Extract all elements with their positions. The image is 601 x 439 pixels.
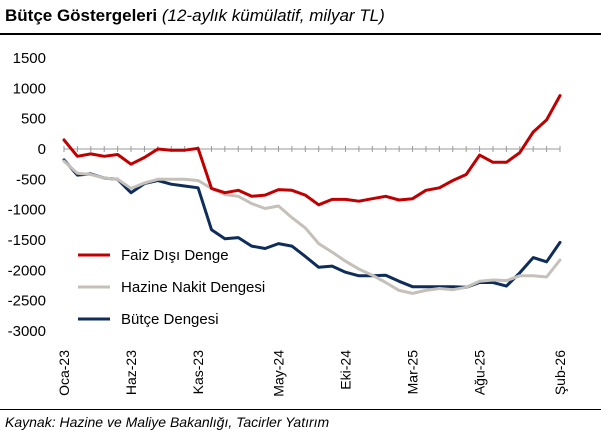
y-tick-label: 0 [38, 141, 46, 158]
x-tick-label: Oca-23 [56, 350, 72, 396]
x-tick-label: Haz-23 [123, 350, 139, 395]
x-tick-label: May-24 [270, 350, 286, 397]
y-tick-label: -1000 [8, 202, 46, 219]
legend-label: Bütçe Dengesi [121, 311, 219, 328]
line-chart: 1500 1000 500 0 -500 -1000 -1500 -2000 -2500 -300… [8, 50, 568, 397]
y-tick-label: -500 [16, 171, 46, 188]
x-tick-label: Eki-24 [338, 350, 354, 390]
y-tick-label: 1000 [13, 80, 46, 97]
y-tick-label: -2000 [8, 262, 46, 279]
title-divider [0, 33, 601, 35]
legend-label: Faiz Dışı Denge [121, 247, 229, 264]
legend-label: Hazine Nakit Dengesi [121, 279, 265, 296]
y-tick-label: -1500 [8, 232, 46, 249]
axes: 1500 1000 500 0 -500 -1000 -1500 -2000 -2500 -300… [8, 50, 568, 397]
x-tick-label: Mar-25 [405, 350, 421, 395]
series-line-1 [62, 94, 562, 207]
x-tick-label: Şub-26 [552, 350, 568, 395]
x-tick-label: Kas-23 [190, 350, 206, 395]
y-tick-label: -3000 [8, 323, 46, 340]
series-lines [62, 94, 562, 295]
chart-title-main: Bütçe Göstergeleri [5, 6, 158, 25]
series-line-3 [62, 158, 562, 289]
chart-title: Bütçe Göstergeleri (12-aylık kümülatif, … [5, 6, 385, 26]
source-note: Kaynak: Hazine ve Maliye Bakanlığı, Taci… [5, 414, 330, 430]
legend: Faiz Dışı Denge Hazine Nakit Dengesi Bütçe… [78, 247, 265, 328]
x-tick-label: Ağu-25 [472, 350, 488, 395]
series-line-2 [62, 159, 562, 295]
y-tick-label: -2500 [8, 293, 46, 310]
y-tick-label: 1500 [13, 50, 46, 67]
footer-divider [0, 409, 601, 410]
y-tick-label: 500 [21, 111, 46, 128]
chart-title-unit: (12-aylık kümülatif, milyar TL) [161, 6, 385, 25]
